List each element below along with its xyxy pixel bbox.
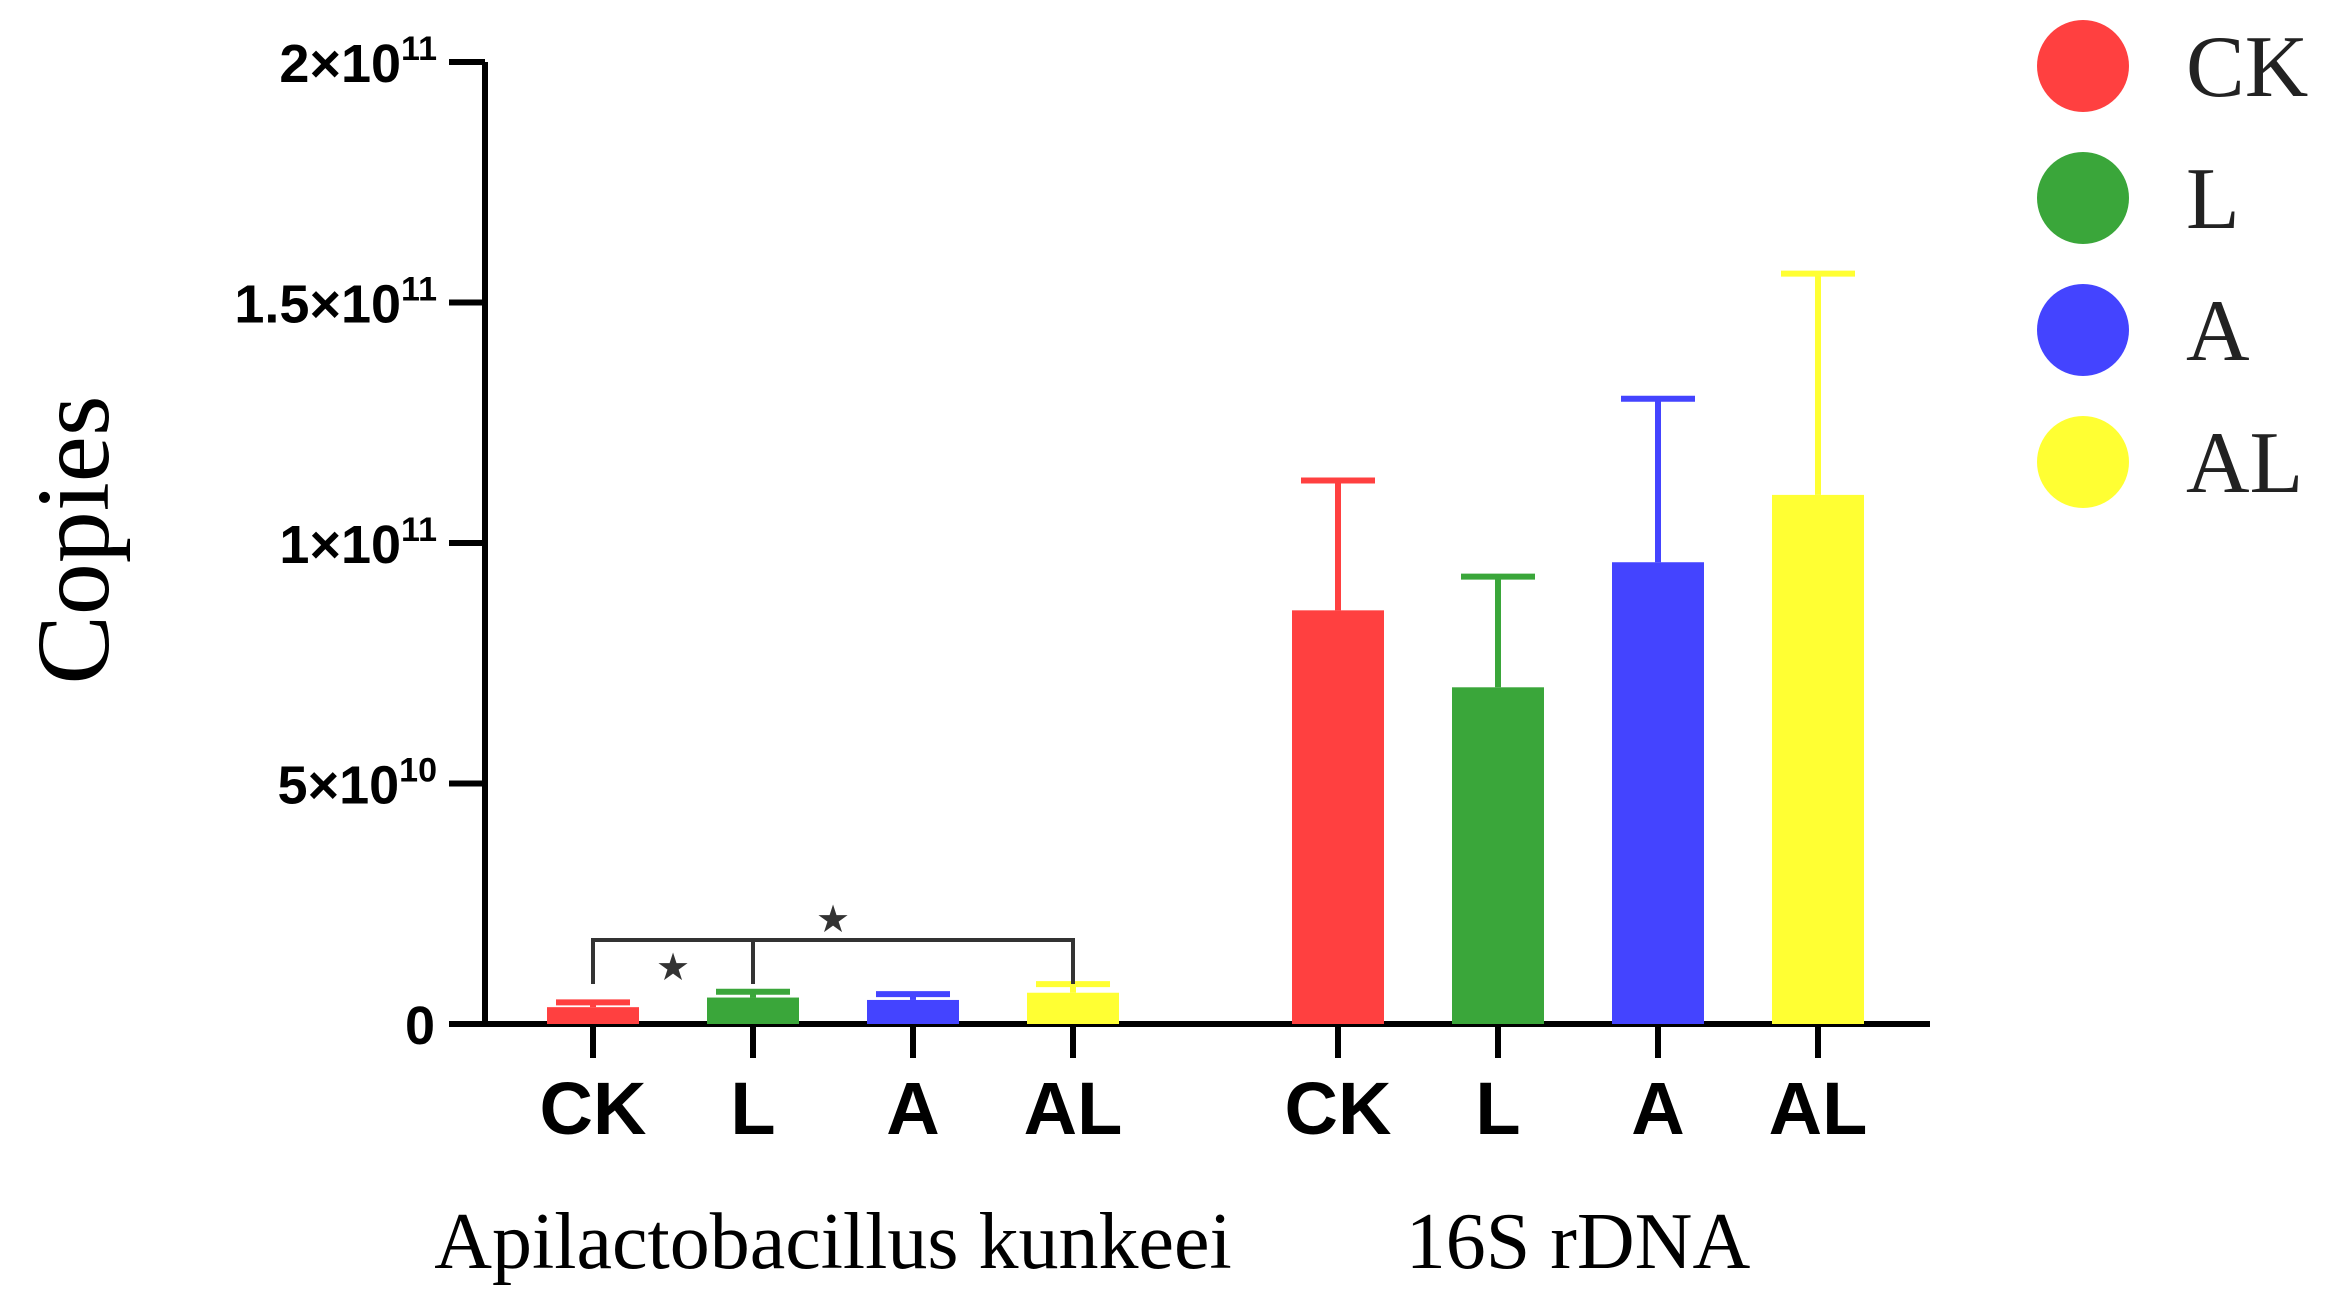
legend-label: L [2186,151,2240,248]
group-label: Apilactobacillus kunkeei [434,1198,1232,1286]
significance-star: ★ [656,945,690,989]
annotations-layer: ★★ [591,897,1075,989]
legend-swatch [2037,416,2129,508]
bar-16s-rdna-a [1612,562,1704,1024]
bar-apilactobacillus-kunkeei-ck [547,1007,639,1024]
y-tick-label: 1.5×1011 [234,271,437,335]
significance-star: ★ [816,897,850,941]
y-tick-label: 2×1011 [279,30,437,94]
x-tick-label: CK [540,1067,647,1150]
y-axis-label: Copies [16,396,131,685]
x-tick-label: AL [1024,1067,1123,1150]
legend-swatch [2037,284,2129,376]
x-tick-label: L [730,1067,775,1150]
bars-layer [547,270,1864,1024]
y-tick-label: 5×1010 [278,752,437,816]
bar-16s-rdna-al [1772,494,1864,1024]
group-label: 16S rDNA [1406,1198,1751,1286]
x-tick-label: A [886,1067,939,1150]
x-tick-label: A [1631,1067,1684,1150]
x-tick-label: L [1475,1067,1520,1150]
x-tick-label: AL [1769,1067,1868,1150]
axes-layer: 0 5×1010 1×1011 1.5×1011 2×1011 CK L A AL CK L A AL A… [234,30,1930,1286]
bar-apilactobacillus-kunkeei-a [867,999,959,1024]
bar-apilactobacillus-kunkeei-al [1027,992,1119,1024]
legend: CK LA AL [2037,19,2308,512]
legend-swatch [2037,152,2129,244]
legend-label: CK [2186,19,2308,116]
y-tick-label: 0 [405,996,435,1056]
legend-swatch [2037,20,2129,112]
bar-16s-rdna-ck [1292,610,1384,1024]
significance-bracket [591,938,1075,984]
legend-label: AL [2186,415,2303,512]
legend-label: A [2186,283,2250,380]
x-tick-label: CK [1285,1067,1392,1150]
bar-16s-rdna-l [1452,687,1544,1024]
bar-apilactobacillus-kunkeei-l [707,997,799,1024]
y-tick-label: 1×1011 [279,511,437,575]
